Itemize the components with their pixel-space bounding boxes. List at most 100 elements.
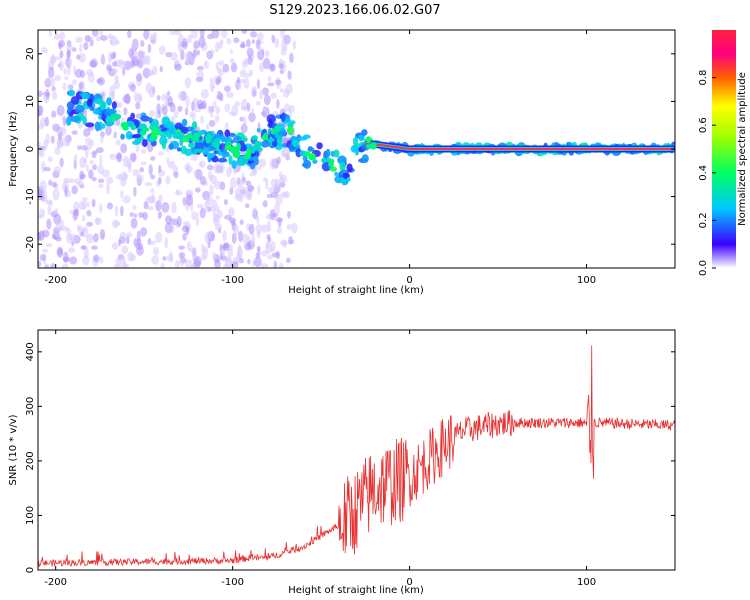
heatmap-noise-cell [214,115,220,123]
heatmap-noise-cell [71,241,75,247]
heatmap-noise-cell [52,188,60,201]
heatmap-peak-cell [215,145,220,152]
heatmap-noise-cell [135,92,142,104]
heatmap-noise-cell [276,226,282,234]
heatmap-noise-cell [99,256,104,264]
heatmap-noise-cell [50,135,55,144]
heatmap-noise-cell [184,51,193,64]
heatmap-cell [86,98,93,107]
heatmap-noise-cell [82,196,88,202]
heatmap-noise-cell [198,36,206,49]
heatmap-noise-cell [90,245,98,250]
heatmap-peak-cell [263,132,269,138]
heatmap-noise-cell [99,30,103,38]
heatmap-noise-cell [80,227,87,233]
heatmap-noise-cell [191,263,196,268]
heatmap-cell [201,146,210,155]
heatmap-noise-cell [49,55,57,65]
heatmap-noise-cell [132,168,140,177]
heatmap-noise-cell [273,203,280,216]
heatmap-noise-cell [38,231,42,241]
heatmap-noise-cell [213,163,221,174]
heatmap-noise-cell [204,195,213,202]
heatmap-noise-cell [171,201,177,214]
heatmap-noise-cell [41,189,48,198]
snr-ytick-label: 400 [25,342,36,361]
heatmap-noise-cell [199,30,205,38]
heatmap-cell [85,122,95,128]
heatmap-noise-cell [129,83,136,92]
heatmap-ytick-label: -10 [25,188,36,204]
heatmap-noise-cell [239,69,247,78]
heatmap-cell [337,155,347,165]
heatmap-noise-cell [195,217,200,226]
heatmap-noise-cell [196,203,204,209]
heatmap-noise-cell [62,137,69,143]
heatmap-noise-cell [278,262,284,268]
heatmap-noise-cell [106,202,114,210]
heatmap-cell [161,140,166,150]
heatmap-cell [168,143,174,150]
heatmap-peak-cell [174,131,182,140]
heatmap-noise-cell [280,30,285,40]
heatmap-cell [181,118,188,127]
heatmap-noise-cell [280,239,288,246]
heatmap-noise-cell [177,105,183,112]
heatmap-noise-cell [77,224,81,232]
colorbar-tick-label: 0.8 [698,70,709,86]
heatmap-cell [217,149,222,156]
heatmap-noise-cell [155,110,159,122]
heatmap-noise-cell [158,151,164,156]
heatmap-noise-cell [224,122,229,132]
snr-ytick-label: 0 [25,567,36,573]
heatmap-noise-cell [135,72,143,82]
heatmap-noise-cell [98,183,104,189]
heatmap-noise-cell [100,135,104,144]
heatmap-peak-cell [292,139,300,148]
heatmap-noise-cell [79,173,86,180]
colorbar-tick-label: 0.2 [698,212,709,228]
heatmap-cell [140,115,150,122]
heatmap-noise-cell [249,171,254,177]
heatmap-noise-cell [267,82,275,87]
colorbar-tick-label: 0.6 [698,117,709,133]
heatmap-noise-cell [82,255,90,266]
heatmap-cell [94,121,101,132]
heatmap-noise-cell [256,79,260,89]
heatmap-noise-cell [282,191,290,199]
heatmap-noise-cell [167,160,176,169]
heatmap-noise-cell [122,255,126,267]
heatmap-noise-cell [38,90,43,97]
heatmap-noise-cell [63,251,69,263]
heatmap-noise-cell [249,31,258,38]
heatmap-noise-cell [100,55,106,66]
heatmap-noise-cell [95,147,104,154]
heatmap-peak-cell [224,140,232,146]
heatmap-noise-cell [43,196,48,202]
heatmap-noise-cell [72,79,77,86]
heatmap-noise-cell [157,176,162,185]
heatmap-noise-cell [239,219,244,226]
heatmap-noise-cell [109,153,117,160]
heatmap-noise-cell [229,58,235,64]
colorbar-tick-label: 0.4 [698,165,709,181]
heatmap-noise-cell [63,67,67,76]
heatmap-noise-cell [178,91,185,101]
heatmap-noise-cell [78,201,85,211]
heatmap-noise-cell [200,115,204,124]
heatmap-noise-cell [204,232,210,244]
heatmap-noise-cell [208,119,216,127]
heatmap-noise-cell [270,63,275,71]
heatmap-cell [228,154,233,165]
heatmap-noise-cell [59,225,68,232]
heatmap-noise-cell [145,82,153,94]
heatmap-noise-cell [247,185,255,192]
heatmap-noise-cell [55,236,62,242]
heatmap-noise-cell [165,215,172,225]
heatmap-noise-cell [199,176,207,185]
heatmap-noise-cell [111,61,118,67]
heatmap-noise-cell [287,70,292,80]
heatmap-cell [268,118,273,128]
heatmap-noise-cell [212,100,217,109]
heatmap-noise-cell [270,92,277,100]
